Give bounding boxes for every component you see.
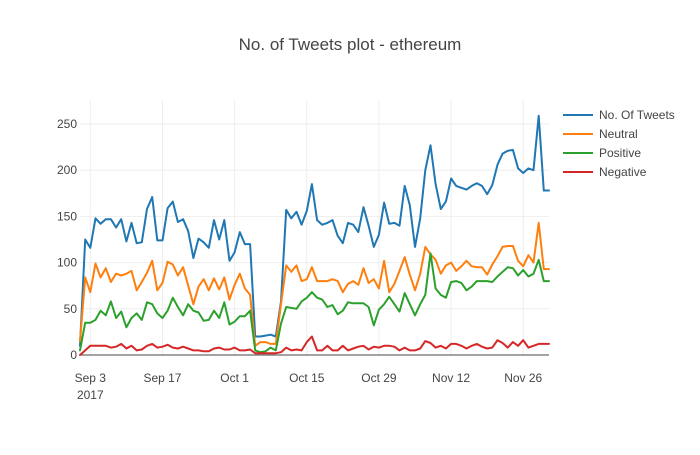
x-tick-label: Sep 3 [75, 371, 107, 385]
y-tick-label: 250 [57, 117, 77, 131]
chart-title: No. of Tweets plot - ethereum [239, 35, 462, 54]
y-tick-label: 50 [64, 302, 78, 316]
x-tick-label: Oct 1 [220, 371, 249, 385]
legend-label: Negative [599, 165, 647, 179]
series-line-positive [79, 252, 550, 354]
legend-label: Positive [599, 146, 641, 160]
x-tick-label: Oct 15 [289, 371, 325, 385]
y-tick-label: 200 [57, 163, 77, 177]
y-tick-label: 100 [57, 256, 77, 270]
x-tick-year-label: 2017 [77, 388, 104, 402]
x-tick-label: Nov 12 [432, 371, 470, 385]
series-line-no-of-tweets [79, 114, 550, 347]
legend-item[interactable]: No. Of Tweets [563, 108, 675, 122]
x-tick-label: Nov 26 [504, 371, 542, 385]
series-lines [79, 114, 550, 356]
legend[interactable]: No. Of Tweets Neutral Positive Negative [563, 108, 675, 179]
legend-item[interactable]: Positive [563, 146, 641, 160]
x-tick-label: Sep 17 [143, 371, 181, 385]
y-tick-label: 150 [57, 209, 77, 223]
legend-item[interactable]: Neutral [563, 127, 638, 141]
legend-label: Neutral [599, 127, 638, 141]
axes: 0 50 100 150 200 250 Sep 3 2017 Sep 17 Oct 1 Oct 1… [57, 117, 549, 402]
legend-item[interactable]: Negative [563, 165, 647, 179]
series-line-negative [79, 335, 550, 356]
x-tick-label: Oct 29 [361, 371, 397, 385]
legend-label: No. Of Tweets [599, 108, 675, 122]
y-tick-label: 0 [70, 348, 77, 362]
grid-lines [80, 100, 549, 355]
series-line-neutral [79, 221, 550, 347]
